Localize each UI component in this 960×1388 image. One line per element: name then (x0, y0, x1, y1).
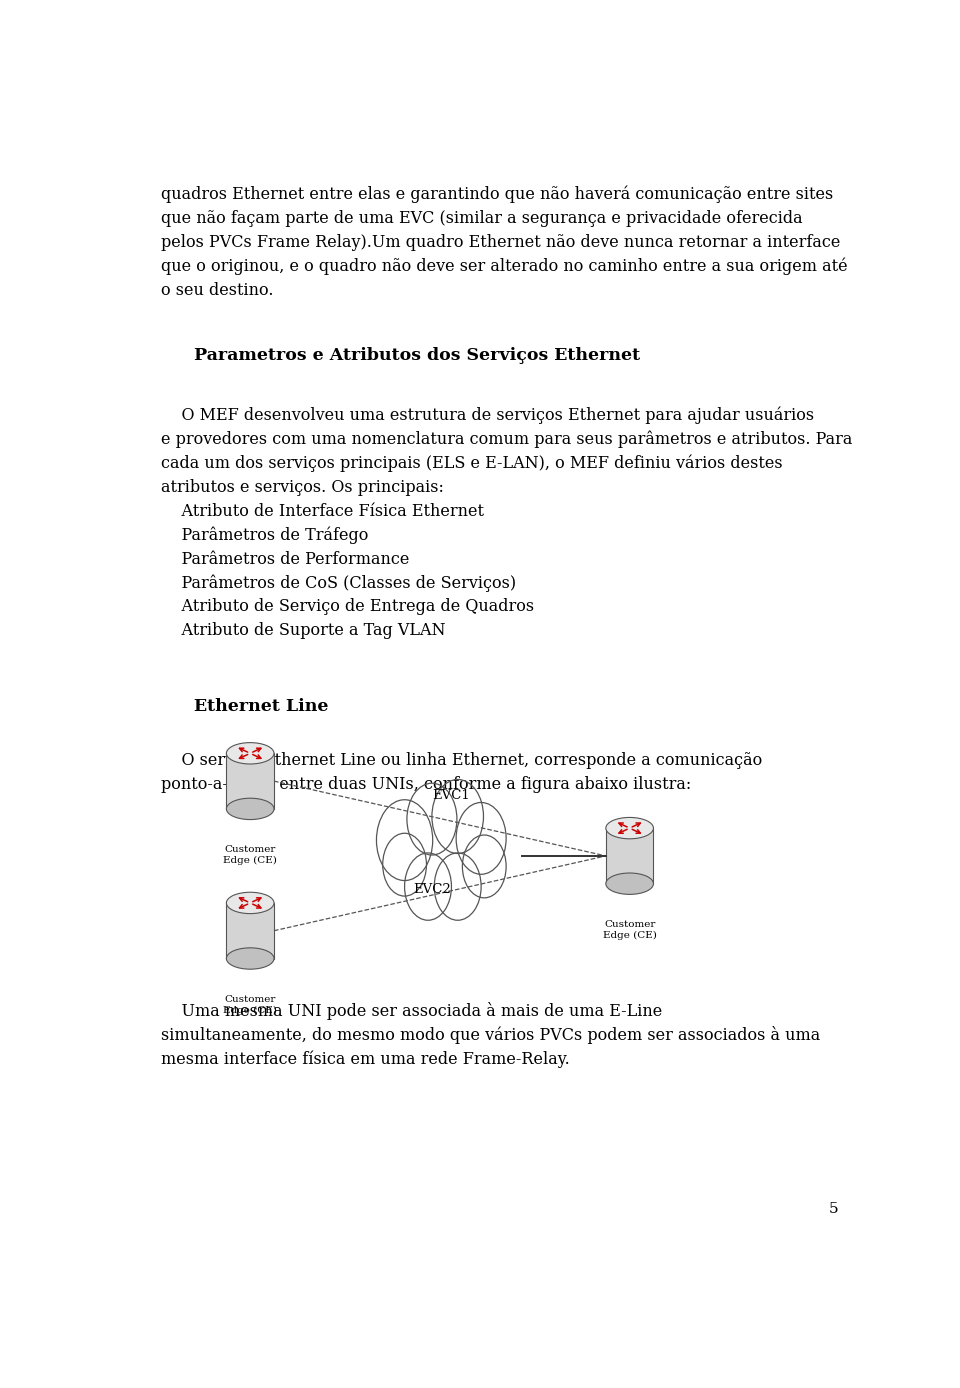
Text: O MEF desenvolveu uma estrutura de serviços Ethernet para ajudar usuários: O MEF desenvolveu uma estrutura de servi… (161, 407, 814, 425)
Circle shape (383, 833, 426, 897)
Circle shape (432, 780, 484, 854)
Ellipse shape (606, 818, 654, 838)
Text: Parâmetros de Tráfego: Parâmetros de Tráfego (161, 526, 369, 544)
Text: Ethernet Line: Ethernet Line (194, 698, 329, 715)
Text: atributos e serviços. Os principais:: atributos e serviços. Os principais: (161, 479, 444, 496)
Text: Atributo de Interface Física Ethernet: Atributo de Interface Física Ethernet (161, 502, 484, 519)
Circle shape (407, 783, 457, 855)
Circle shape (456, 802, 506, 874)
Text: Uma mesma UNI pode ser associada à mais de uma E-Line: Uma mesma UNI pode ser associada à mais … (161, 1002, 662, 1020)
Text: simultaneamente, do mesmo modo que vários PVCs podem ser associados à uma: simultaneamente, do mesmo modo que vário… (161, 1026, 820, 1044)
Text: cada um dos serviços principais (ELS e E-LAN), o MEF definiu vários destes: cada um dos serviços principais (ELS e E… (161, 455, 782, 472)
Text: O serviço Ethernet Line ou linha Ethernet, corresponde a comunicação: O serviço Ethernet Line ou linha Etherne… (161, 752, 762, 769)
Text: que não façam parte de uma EVC (similar a segurança e privacidade oferecida: que não façam parte de uma EVC (similar … (161, 210, 803, 226)
Text: 5: 5 (828, 1202, 838, 1216)
Text: Parametros e Atributos dos Serviços Ethernet: Parametros e Atributos dos Serviços Ethe… (194, 347, 640, 364)
Text: e provedores com uma nomenclatura comum para seus parâmetros e atributos. Para: e provedores com uma nomenclatura comum … (161, 430, 852, 448)
Ellipse shape (606, 873, 654, 894)
Text: Atributo de Suporte a Tag VLAN: Atributo de Suporte a Tag VLAN (161, 622, 445, 640)
Circle shape (434, 852, 481, 920)
Text: mesma interface física em uma rede Frame-Relay.: mesma interface física em uma rede Frame… (161, 1051, 569, 1067)
Text: Parâmetros de CoS (Classes de Serviços): Parâmetros de CoS (Classes de Serviços) (161, 575, 516, 591)
Circle shape (463, 836, 506, 898)
Text: EVC2: EVC2 (414, 883, 451, 895)
Text: pelos PVCs Frame Relay).Um quadro Ethernet não deve nunca retornar a interface: pelos PVCs Frame Relay).Um quadro Ethern… (161, 233, 840, 251)
Text: Atributo de Serviço de Entrega de Quadros: Atributo de Serviço de Entrega de Quadro… (161, 598, 534, 615)
Bar (606, 829, 654, 884)
Ellipse shape (227, 743, 274, 763)
Circle shape (376, 799, 433, 880)
Text: Customer
Edge (CE): Customer Edge (CE) (224, 995, 277, 1015)
Text: ponto-a-ponto entre duas UNIs, conforme a figura abaixo ilustra:: ponto-a-ponto entre duas UNIs, conforme … (161, 776, 691, 793)
Text: quadros Ethernet entre elas e garantindo que não haverá comunicação entre sites: quadros Ethernet entre elas e garantindo… (161, 186, 833, 203)
Text: Customer
Edge (CE): Customer Edge (CE) (603, 920, 657, 940)
Text: Customer
Edge (CE): Customer Edge (CE) (224, 845, 277, 866)
Bar (227, 754, 274, 809)
Ellipse shape (227, 798, 274, 819)
Bar (227, 904, 274, 959)
Text: EVC1: EVC1 (432, 790, 470, 802)
Ellipse shape (227, 892, 274, 913)
Text: Parâmetros de Performance: Parâmetros de Performance (161, 551, 409, 568)
Text: o seu destino.: o seu destino. (161, 282, 274, 298)
Ellipse shape (227, 948, 274, 969)
Circle shape (404, 852, 451, 920)
Text: que o originou, e o quadro não deve ser alterado no caminho entre a sua origem a: que o originou, e o quadro não deve ser … (161, 258, 848, 275)
